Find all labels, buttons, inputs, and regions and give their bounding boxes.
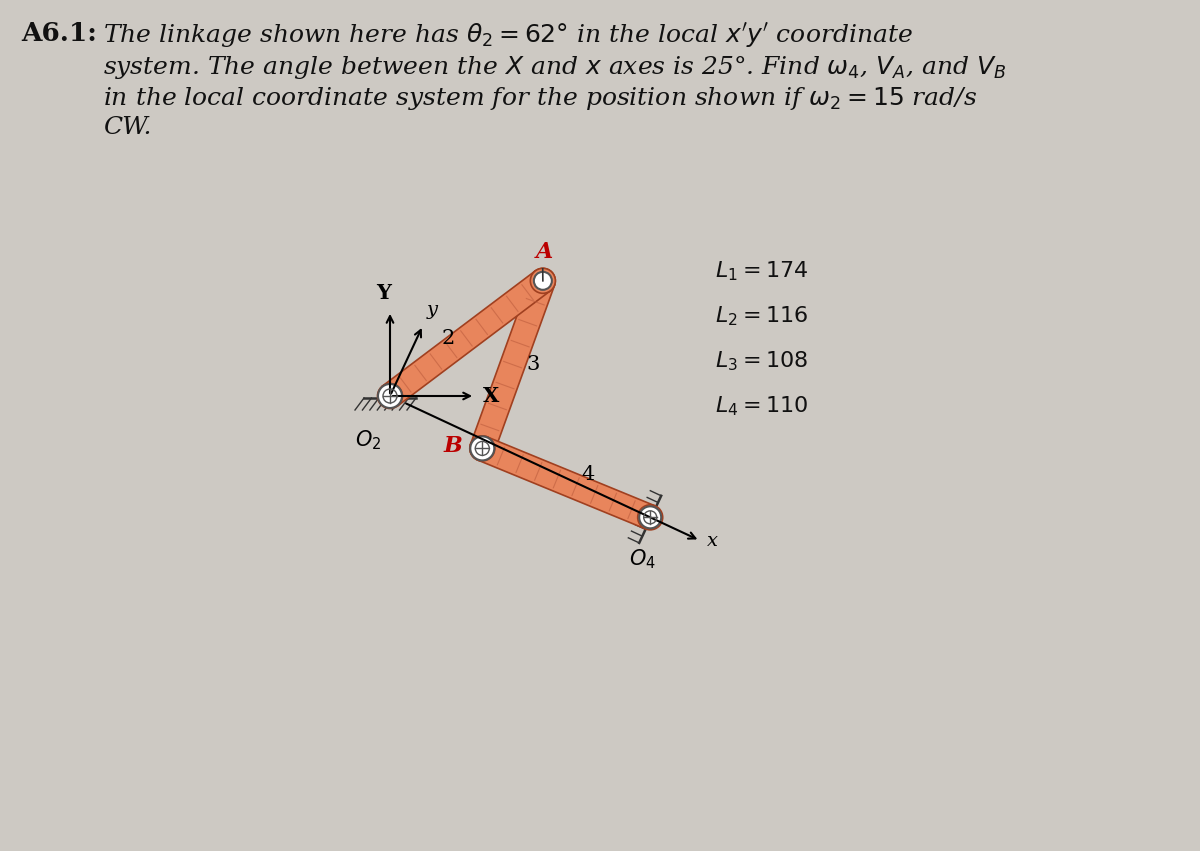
Circle shape	[470, 437, 494, 460]
Polygon shape	[383, 271, 551, 406]
Text: $L_1 = 174$: $L_1 = 174$	[715, 260, 809, 283]
Circle shape	[378, 384, 402, 408]
Text: 2: 2	[442, 328, 455, 348]
Text: The linkage shown here has $\theta_2 = 62°$ in the local $x'y'$ coordinate
syste: The linkage shown here has $\theta_2 = 6…	[103, 21, 1007, 139]
Circle shape	[378, 384, 402, 408]
Text: x: x	[707, 532, 718, 550]
Text: 4: 4	[582, 465, 595, 484]
Circle shape	[469, 436, 494, 461]
Text: A: A	[536, 241, 553, 263]
Polygon shape	[478, 437, 655, 529]
Text: $O_2$: $O_2$	[355, 428, 382, 452]
Polygon shape	[470, 277, 554, 453]
Text: $L_2 = 116$: $L_2 = 116$	[715, 304, 809, 328]
Text: A6.1:: A6.1:	[22, 21, 97, 46]
Circle shape	[640, 506, 661, 528]
Circle shape	[530, 268, 556, 294]
Text: $O_4$: $O_4$	[629, 547, 655, 571]
Circle shape	[637, 505, 662, 530]
Text: Y: Y	[377, 283, 391, 303]
Text: $L_4 = 110$: $L_4 = 110$	[715, 394, 809, 418]
Text: 3: 3	[526, 355, 539, 374]
Circle shape	[534, 271, 552, 290]
Text: X: X	[482, 386, 499, 406]
Circle shape	[530, 268, 556, 294]
Text: y: y	[427, 301, 438, 319]
Circle shape	[469, 436, 494, 461]
Text: B: B	[444, 436, 462, 457]
Text: $L_3 = 108$: $L_3 = 108$	[715, 349, 808, 373]
